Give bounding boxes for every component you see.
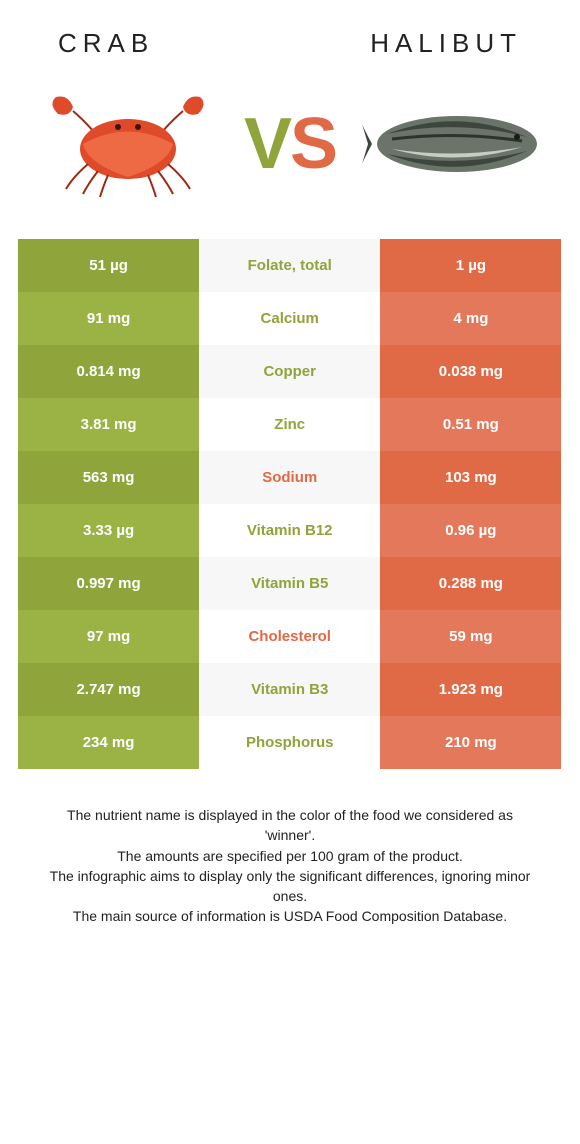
nutrient-name: Calcium [199, 292, 380, 345]
nutrient-name: Sodium [199, 451, 380, 504]
nutrient-name: Phosphorus [199, 716, 380, 769]
footer-line: The amounts are specified per 100 gram o… [40, 846, 540, 866]
nutrient-name: Zinc [199, 398, 380, 451]
nutrient-name: Vitamin B3 [199, 663, 380, 716]
left-value: 91 mg [18, 292, 199, 345]
nutrient-name: Vitamin B12 [199, 504, 380, 557]
halibut-icon [362, 89, 542, 199]
nutrient-name: Copper [199, 345, 380, 398]
table-row: 3.81 mgZinc0.51 mg [18, 398, 562, 451]
left-value: 2.747 mg [18, 663, 199, 716]
table-row: 2.747 mgVitamin B31.923 mg [18, 663, 562, 716]
nutrient-name: Cholesterol [199, 610, 380, 663]
nutrient-name: Folate, total [199, 239, 380, 292]
right-value: 0.038 mg [380, 345, 561, 398]
left-value: 97 mg [18, 610, 199, 663]
table-row: 234 mgPhosphorus210 mg [18, 716, 562, 769]
right-value: 210 mg [380, 716, 561, 769]
right-value: 59 mg [380, 610, 561, 663]
comparison-table: 51 µgFolate, total1 µg91 mgCalcium4 mg0.… [18, 239, 562, 769]
left-value: 3.81 mg [18, 398, 199, 451]
vs-row: VS [18, 89, 562, 239]
left-value: 0.814 mg [18, 345, 199, 398]
right-value: 1 µg [380, 239, 561, 292]
left-food-title: Crab [58, 28, 154, 59]
footer-line: The infographic aims to display only the… [40, 866, 540, 907]
right-value: 0.96 µg [380, 504, 561, 557]
right-value: 1.923 mg [380, 663, 561, 716]
right-value: 4 mg [380, 292, 561, 345]
header-row: Crab Halibut [18, 10, 562, 89]
right-food-title: Halibut [370, 28, 522, 59]
table-row: 97 mgCholesterol59 mg [18, 610, 562, 663]
comparison-infographic: Crab Halibut [0, 0, 580, 937]
vs-v: V [244, 104, 290, 184]
crab-icon [38, 89, 218, 199]
left-value: 234 mg [18, 716, 199, 769]
vs-label: VS [244, 103, 336, 185]
left-value: 3.33 µg [18, 504, 199, 557]
table-row: 0.997 mgVitamin B50.288 mg [18, 557, 562, 610]
right-value: 0.288 mg [380, 557, 561, 610]
left-value: 0.997 mg [18, 557, 199, 610]
table-row: 0.814 mgCopper0.038 mg [18, 345, 562, 398]
right-value: 0.51 mg [380, 398, 561, 451]
table-row: 3.33 µgVitamin B120.96 µg [18, 504, 562, 557]
footer-line: The main source of information is USDA F… [40, 906, 540, 926]
nutrient-name: Vitamin B5 [199, 557, 380, 610]
footer-notes: The nutrient name is displayed in the co… [18, 769, 562, 927]
table-row: 563 mgSodium103 mg [18, 451, 562, 504]
vs-s: S [290, 104, 336, 184]
footer-line: The nutrient name is displayed in the co… [40, 805, 540, 846]
left-value: 51 µg [18, 239, 199, 292]
right-value: 103 mg [380, 451, 561, 504]
left-value: 563 mg [18, 451, 199, 504]
table-row: 91 mgCalcium4 mg [18, 292, 562, 345]
table-row: 51 µgFolate, total1 µg [18, 239, 562, 292]
